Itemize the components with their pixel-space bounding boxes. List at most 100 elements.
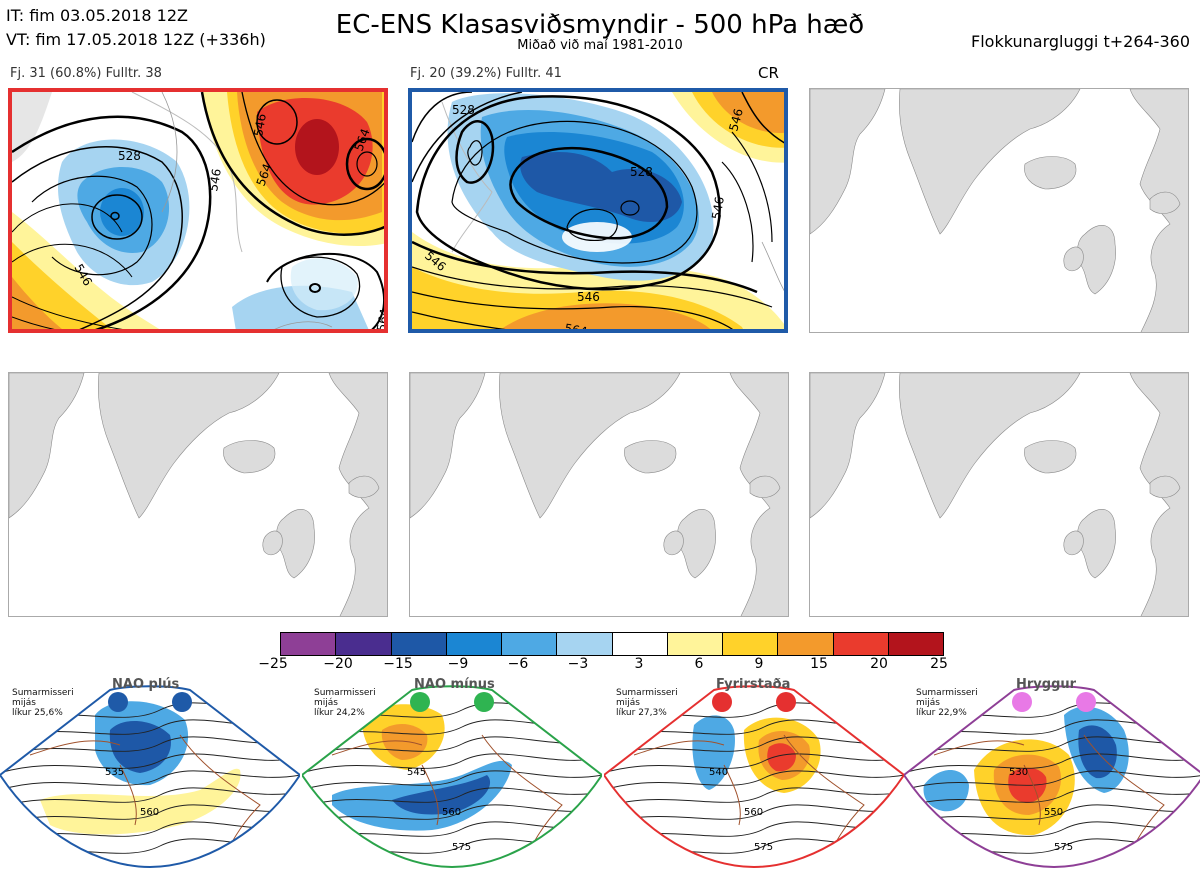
regime-note-line: líkur 25,6% [12, 708, 63, 718]
regime-contour-label: 530 [1009, 767, 1028, 778]
contour-label: 546 [206, 168, 224, 193]
height-contour [904, 770, 1200, 794]
regime-name: NAO plús [112, 677, 180, 692]
land-shape [262, 530, 283, 556]
regime-outline [604, 685, 904, 869]
cluster-map-2-graphic: 528 528 546 546 546 564 546 [412, 92, 784, 329]
land-shape [899, 89, 1081, 235]
height-contour [904, 753, 1200, 777]
land-shape [1024, 440, 1077, 474]
empty-map-6-graphic [810, 373, 1188, 616]
regime-name: Fyrirstaða [716, 677, 791, 692]
contour-label: 528 [630, 165, 653, 179]
colorbar-tick-label: 3 [634, 656, 644, 672]
contour-label: 546 [577, 290, 600, 304]
height-contour [302, 719, 602, 743]
regime-panel: 540 560 575 Sumarmisseri mijás líkur 27,3% Fyr… [604, 675, 904, 871]
land-shape [410, 373, 486, 519]
height-contour [302, 787, 602, 811]
colorbar-tick-label: 6 [694, 656, 704, 672]
regime-note-line: Sumarmisseri [12, 688, 74, 698]
regime-note: Sumarmisseri mijás líkur 27,3% [616, 688, 678, 718]
page-subtitle: Miðað við maí 1981-2010 [517, 38, 683, 53]
colorbar-swatch [391, 633, 447, 655]
regime-note-line: Sumarmisseri [916, 688, 978, 698]
land-shape [810, 89, 886, 235]
regime-map: 535 560 [0, 685, 300, 869]
regime-map: 540 560 575 [604, 685, 904, 869]
regime-outline [302, 685, 602, 869]
height-contour [604, 770, 904, 794]
colorbar-tick-label: 25 [930, 656, 948, 672]
regime-note: Sumarmisseri mijás líkur 25,6% [12, 688, 74, 718]
colorbar-swatch [502, 633, 558, 655]
land-shape [810, 373, 886, 519]
empty-map-4 [8, 372, 388, 617]
colorbar-tick-label: 20 [870, 656, 888, 672]
height-contour [604, 787, 904, 811]
anomaly-colorbar [280, 632, 944, 656]
regime-note: Sumarmisseri mijás líkur 22,9% [916, 688, 978, 718]
regime-outline [904, 685, 1200, 869]
land-shape [98, 373, 280, 519]
empty-map-3-graphic [810, 89, 1188, 332]
colorbar-tick-label: −9 [447, 656, 469, 672]
regime-note-line: Sumarmisseri [616, 688, 678, 698]
regime-map: 545 560 575 [302, 685, 602, 869]
land-shape [1063, 530, 1084, 556]
page-title: EC-ENS Klasasviðsmyndir - 500 hPa hæð [335, 10, 865, 40]
regime-contour-label: 560 [744, 807, 763, 818]
colorbar-swatch [723, 633, 779, 655]
empty-map-5-graphic [410, 373, 788, 616]
regime-contour-label: 560 [442, 807, 461, 818]
regime-dot [474, 692, 494, 712]
colorbar-tick-label: 15 [810, 656, 828, 672]
regime-outline [0, 685, 300, 869]
initial-time: IT: fim 03.05.2018 12Z [6, 6, 188, 25]
empty-map-5 [409, 372, 789, 617]
regime-panel: 530 550 575 Sumarmisseri mijás líkur 22,9% Hry… [904, 675, 1200, 871]
regime-dot [410, 692, 430, 712]
anomaly-shading [767, 743, 796, 772]
contour-label: 564 [374, 308, 388, 333]
colorbar-tick-label: −6 [507, 656, 529, 672]
anomaly-shading [392, 775, 491, 815]
land-shape [223, 440, 276, 474]
colorbar-swatch [612, 633, 668, 655]
regime-dot [172, 692, 192, 712]
land-shape [1024, 156, 1077, 190]
regime-contour-label: 575 [754, 842, 773, 853]
regime-contour-label: 535 [105, 767, 124, 778]
cluster-map-1-graphic: 528 546 546 564 564 546 564 [12, 92, 388, 333]
regime-contour-label: 560 [140, 807, 159, 818]
panel-1-label: Fj. 31 (60.8%) Fulltr. 38 [10, 66, 162, 81]
colorbar-tick-label: −25 [258, 656, 288, 672]
colorbar-swatch [888, 633, 943, 655]
panel-2-label: Fj. 20 (39.2%) Fulltr. 41 [410, 66, 562, 81]
anomaly-shading [692, 715, 735, 790]
height-contour [302, 770, 602, 794]
height-contour [0, 753, 300, 777]
regime-panel: 545 560 575 Sumarmisseri mijás líkur 24,2% NAO… [302, 675, 602, 871]
cluster-map-1[interactable]: 528 546 546 564 564 546 564 [8, 88, 388, 333]
land-shape [348, 475, 380, 498]
height-contour [302, 753, 602, 777]
regime-dot [776, 692, 796, 712]
height-contour [0, 770, 300, 794]
regime-dot [1012, 692, 1032, 712]
land-shape [499, 373, 681, 519]
regime-note-line: líkur 22,9% [916, 708, 967, 718]
regime-contour-label: 575 [452, 842, 471, 853]
colorbar-swatch [336, 633, 392, 655]
cluster-map-2[interactable]: 528 528 546 546 546 564 546 [408, 88, 788, 333]
colorbar-tick-label: 9 [754, 656, 764, 672]
regime-name: NAO mínus [414, 677, 495, 692]
height-contour [604, 804, 904, 828]
contour-label: 546 [709, 196, 727, 221]
colorbar-swatch [833, 633, 889, 655]
regime-dot [108, 692, 128, 712]
regime-note-line: mijás [916, 698, 940, 708]
height-contour [0, 838, 300, 862]
valid-time: VT: fim 17.05.2018 12Z (+336h) [6, 30, 266, 49]
land-shape [899, 373, 1081, 519]
